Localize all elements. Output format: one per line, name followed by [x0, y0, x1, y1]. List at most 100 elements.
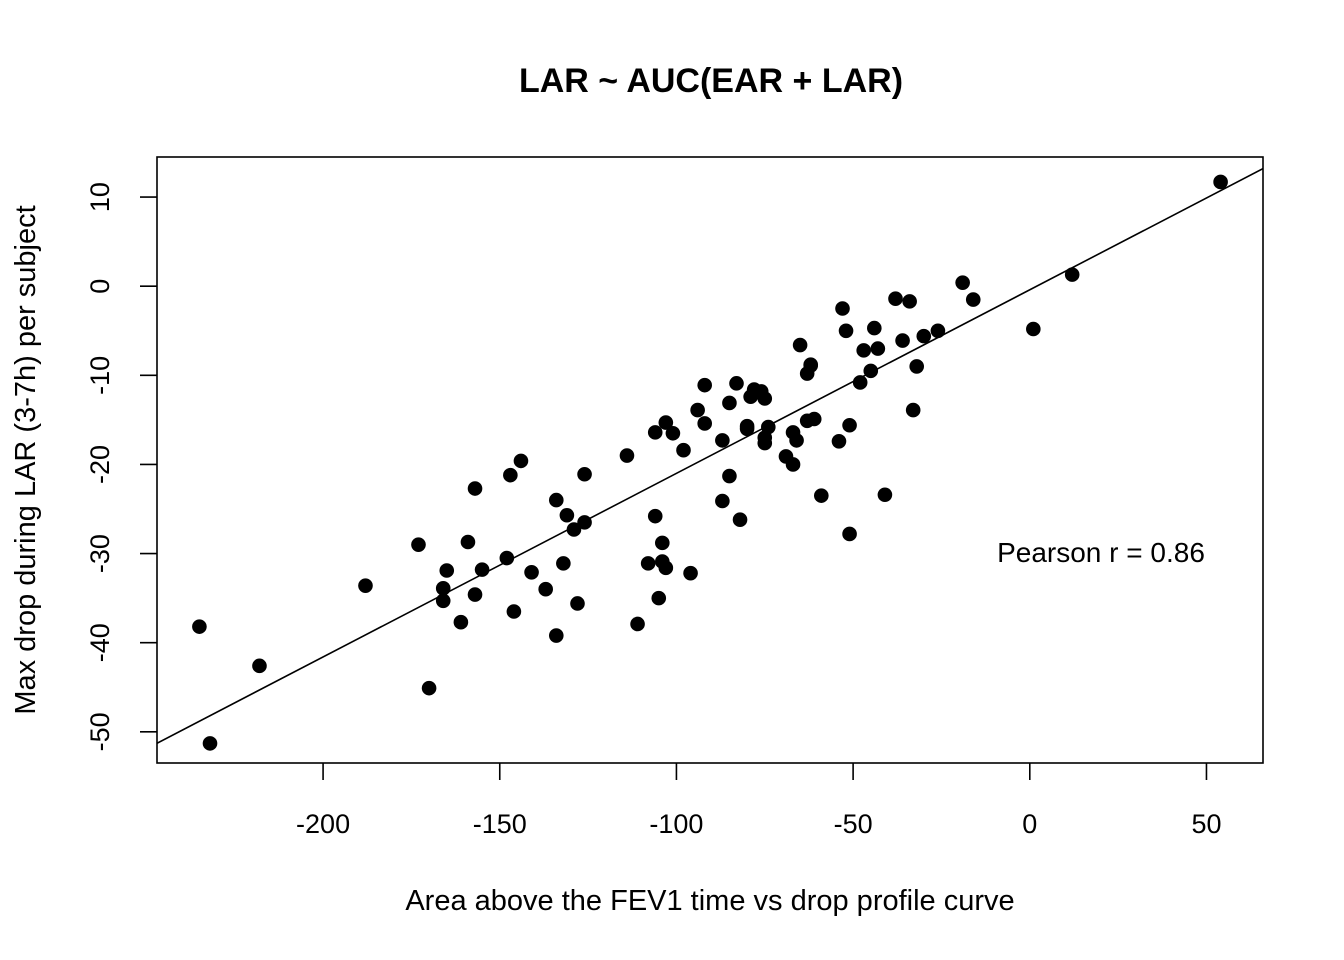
data-point [566, 522, 582, 537]
data-point [460, 534, 476, 550]
data-point [902, 294, 917, 309]
y-tick-label: -30 [85, 534, 115, 573]
chart-title: LAR ~ AUC(EAR + LAR) [519, 62, 903, 100]
data-point [715, 493, 730, 509]
data-point [676, 442, 691, 458]
data-point [814, 488, 829, 503]
data-point [697, 416, 712, 431]
data-point [806, 411, 822, 427]
data-point [630, 616, 645, 632]
x-tick-label: -150 [473, 809, 527, 839]
data-point [852, 375, 868, 390]
data-point [729, 376, 744, 391]
data-point [955, 275, 970, 290]
data-point [651, 590, 667, 606]
data-point [506, 604, 522, 619]
data-points [192, 174, 1228, 751]
data-point [421, 680, 437, 696]
x-tick-label: -100 [649, 809, 703, 839]
data-point [1026, 321, 1041, 337]
data-point [877, 487, 893, 503]
data-point [761, 419, 776, 435]
data-point [358, 578, 373, 593]
x-axis: -200 -150 -100 -50 0 50 [296, 763, 1221, 839]
data-point [658, 560, 674, 576]
data-point [888, 291, 903, 306]
y-tick-label: -40 [85, 623, 115, 662]
data-point [842, 526, 857, 542]
data-point [732, 512, 748, 528]
data-point [909, 359, 925, 374]
data-point [435, 581, 451, 596]
data-point [690, 402, 705, 418]
x-tick-label: 0 [1022, 809, 1037, 839]
data-point [722, 468, 737, 484]
data-point [1213, 174, 1228, 190]
data-point [556, 556, 571, 571]
data-point [513, 453, 529, 469]
data-point [715, 433, 730, 448]
y-tick-label: 10 [85, 182, 115, 212]
x-tick-label: 50 [1191, 809, 1221, 839]
data-point [467, 587, 483, 602]
data-point [524, 564, 539, 580]
data-point [722, 395, 737, 411]
data-point [831, 433, 847, 449]
data-point [838, 323, 854, 339]
data-point [789, 433, 804, 448]
data-point [474, 562, 490, 577]
y-tick-label: -10 [85, 356, 115, 395]
data-point [965, 292, 981, 307]
regression-line [157, 167, 1263, 744]
y-tick-label: -50 [85, 712, 115, 751]
data-point [577, 466, 592, 482]
data-point [835, 301, 850, 316]
x-tick-label: -200 [296, 809, 350, 839]
y-axis-label: Max drop during LAR (3-7h) per subject [10, 205, 42, 714]
data-point [548, 628, 564, 643]
data-point [577, 515, 592, 530]
data-point [202, 736, 218, 751]
data-point [867, 320, 882, 336]
data-point [785, 457, 801, 472]
data-point [548, 492, 564, 508]
y-tick-label: -20 [85, 445, 115, 484]
data-point [863, 363, 879, 379]
data-point [803, 358, 819, 373]
y-tick-label: 0 [85, 279, 115, 294]
data-point [842, 417, 857, 433]
data-point [905, 402, 921, 418]
data-point [895, 333, 910, 348]
data-point [665, 425, 681, 441]
data-point [411, 537, 426, 552]
data-point [619, 448, 635, 463]
data-point [453, 614, 469, 630]
data-point [252, 658, 267, 674]
data-point [538, 581, 553, 597]
data-point [439, 563, 455, 578]
data-point [647, 425, 663, 440]
pearson-annotation: Pearson r = 0.86 [997, 537, 1205, 568]
data-point [570, 596, 585, 611]
x-axis-label: Area above the FEV1 time vs drop profile… [405, 885, 1014, 917]
data-point [499, 550, 515, 566]
data-point [435, 593, 451, 609]
data-point [503, 467, 518, 483]
data-point [739, 418, 755, 434]
data-point [1064, 267, 1080, 282]
data-point [757, 391, 773, 406]
data-point [697, 377, 712, 393]
data-point [647, 508, 663, 524]
data-point [683, 565, 698, 581]
data-point [654, 535, 670, 551]
plot-frame [156, 156, 1264, 764]
data-point [856, 343, 872, 358]
y-axis: -50 -40 -30 -20 -10 0 10 [85, 182, 157, 751]
x-tick-label: -50 [834, 809, 873, 839]
data-point [930, 323, 946, 339]
data-point [467, 481, 483, 496]
data-point [658, 415, 674, 430]
data-point [559, 507, 575, 523]
data-point [640, 556, 656, 571]
